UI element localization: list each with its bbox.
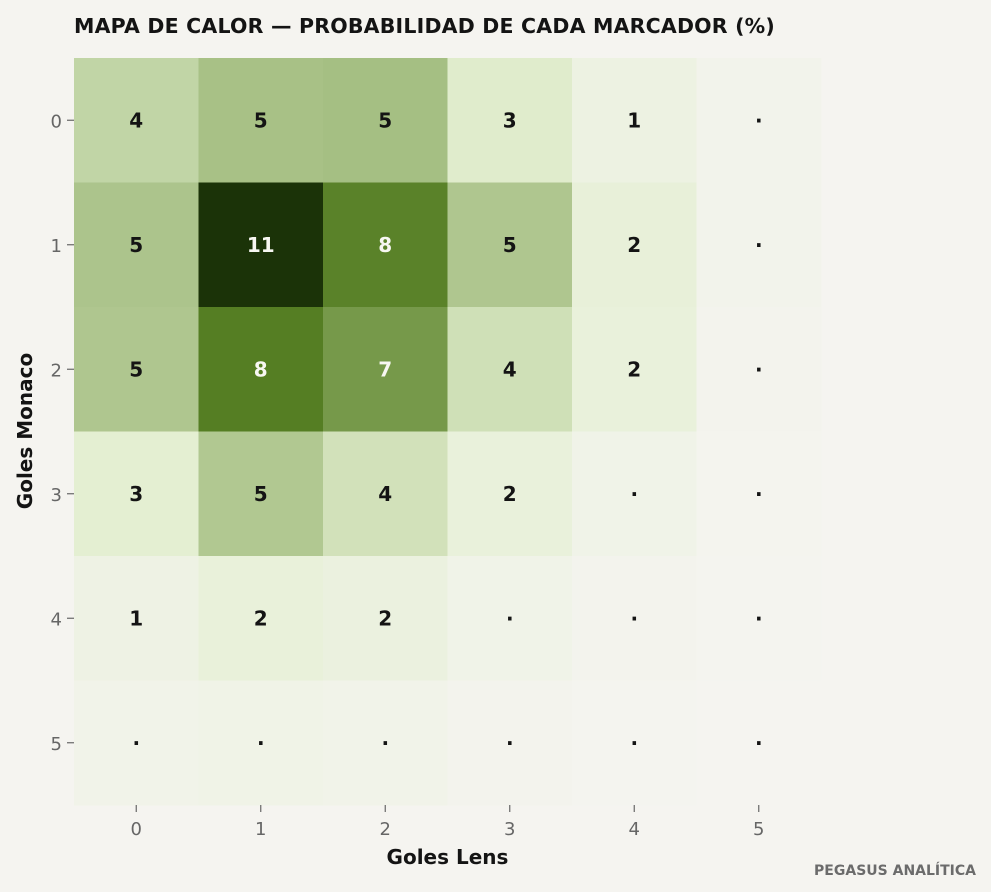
cell-value-label: 2 — [254, 606, 268, 630]
y-tick-label: 1 — [51, 236, 62, 257]
heatmap-cell — [572, 431, 697, 557]
cell-value-label: · — [755, 482, 763, 506]
cell-value-label: 3 — [129, 482, 143, 506]
cell-value-label: 4 — [129, 108, 143, 132]
x-axis-label: Goles Lens — [387, 845, 509, 869]
heatmap-cell — [696, 182, 822, 308]
heatmap-cell — [696, 556, 822, 681]
heatmap-cell — [572, 680, 697, 806]
heatmap-cell — [74, 680, 199, 806]
cell-value-label: · — [755, 731, 763, 755]
cell-value-label: 5 — [378, 108, 392, 132]
cell-value-label: 2 — [503, 482, 517, 506]
cell-value-label: 7 — [378, 357, 392, 381]
heatmap-cell — [323, 680, 448, 806]
x-tick-label: 3 — [504, 819, 515, 840]
y-tick-label: 0 — [51, 111, 62, 132]
cell-value-label: 2 — [627, 357, 641, 381]
heatmap-cell — [74, 182, 199, 308]
cell-value-label: 1 — [627, 108, 641, 132]
heatmap-cell — [323, 58, 448, 183]
cell-value-label: 5 — [503, 233, 517, 257]
cell-value-label: 8 — [378, 233, 392, 257]
cell-value-label: · — [257, 731, 265, 755]
cell-value-label: · — [506, 606, 514, 630]
cell-value-label: · — [755, 108, 763, 132]
cell-value-label: 5 — [254, 482, 268, 506]
heatmap-cell — [323, 431, 448, 557]
heatmap-cell — [198, 680, 324, 806]
heatmap-cell — [198, 556, 324, 681]
cell-value-label: 4 — [378, 482, 392, 506]
heatmap-cell — [74, 58, 199, 183]
cell-value-label: · — [630, 731, 638, 755]
heatmap-cell — [447, 182, 573, 308]
heatmap-cell — [696, 307, 822, 432]
heatmap-cell — [198, 58, 324, 183]
cell-value-label: 8 — [254, 357, 268, 381]
cell-value-label: · — [132, 731, 140, 755]
cell-value-label: · — [630, 606, 638, 630]
cell-value-label: · — [755, 357, 763, 381]
y-tick-label: 5 — [51, 734, 62, 755]
cell-value-label: 2 — [378, 606, 392, 630]
heatmap-cell — [572, 307, 697, 432]
x-tick-label: 5 — [753, 819, 764, 840]
cell-value-label: 11 — [247, 233, 275, 257]
cell-value-label: 1 — [129, 606, 143, 630]
cell-value-label: · — [755, 233, 763, 257]
heatmap-cell — [198, 182, 324, 308]
heatmap-cell — [572, 556, 697, 681]
heatmap-cell — [198, 307, 324, 432]
heatmap-cell — [447, 556, 573, 681]
heatmap-cell — [74, 307, 199, 432]
cell-value-label: 5 — [129, 233, 143, 257]
heatmap-cells: 4 5 5 3 1 · 5 11 8 5 2 · 5 8 7 4 2 · 3 5 4 2 · · 1 2 2 · · · · · · · · · — [74, 58, 822, 806]
cell-value-label: 4 — [503, 357, 517, 381]
heatmap-cell — [447, 680, 573, 806]
y-axis-label: Goles Monaco — [13, 353, 37, 509]
x-tick-label: 1 — [255, 819, 266, 840]
y-tick-label: 2 — [51, 360, 62, 381]
heatmap-cell — [696, 58, 822, 183]
heatmap-cell — [572, 182, 697, 308]
x-tick-label: 0 — [131, 819, 142, 840]
y-tick-label: 3 — [51, 485, 62, 506]
y-axis-ticks: 0 1 2 3 4 5 — [51, 111, 74, 755]
cell-value-label: · — [630, 482, 638, 506]
y-tick-label: 4 — [51, 609, 62, 630]
x-tick-label: 4 — [629, 819, 640, 840]
cell-value-label: 3 — [503, 108, 517, 132]
heatmap-cell — [447, 307, 573, 432]
cell-value-label: 5 — [129, 357, 143, 381]
cell-value-label: · — [381, 731, 389, 755]
heatmap-cell — [323, 182, 448, 308]
heatmap-cell — [696, 680, 822, 806]
heatmap-cell — [74, 431, 199, 557]
heatmap-cell — [447, 58, 573, 183]
watermark: PEGASUS ANALÍTICA — [814, 862, 976, 879]
heatmap-cell — [198, 431, 324, 557]
heatmap-cell — [323, 307, 448, 432]
heatmap-cell — [323, 556, 448, 681]
x-axis-ticks: 0 1 2 3 4 5 — [131, 805, 764, 840]
heatmap-cell — [696, 431, 822, 557]
chart-title: MAPA DE CALOR — PROBABILIDAD DE CADA MAR… — [74, 14, 775, 38]
cell-value-label: · — [755, 606, 763, 630]
cell-value-label: 5 — [254, 108, 268, 132]
heatmap-cell — [74, 556, 199, 681]
x-tick-label: 2 — [380, 819, 391, 840]
cell-value-label: 2 — [627, 233, 641, 257]
heatmap-cell — [572, 58, 697, 183]
cell-value-label: · — [506, 731, 514, 755]
heatmap-cell — [447, 431, 573, 557]
